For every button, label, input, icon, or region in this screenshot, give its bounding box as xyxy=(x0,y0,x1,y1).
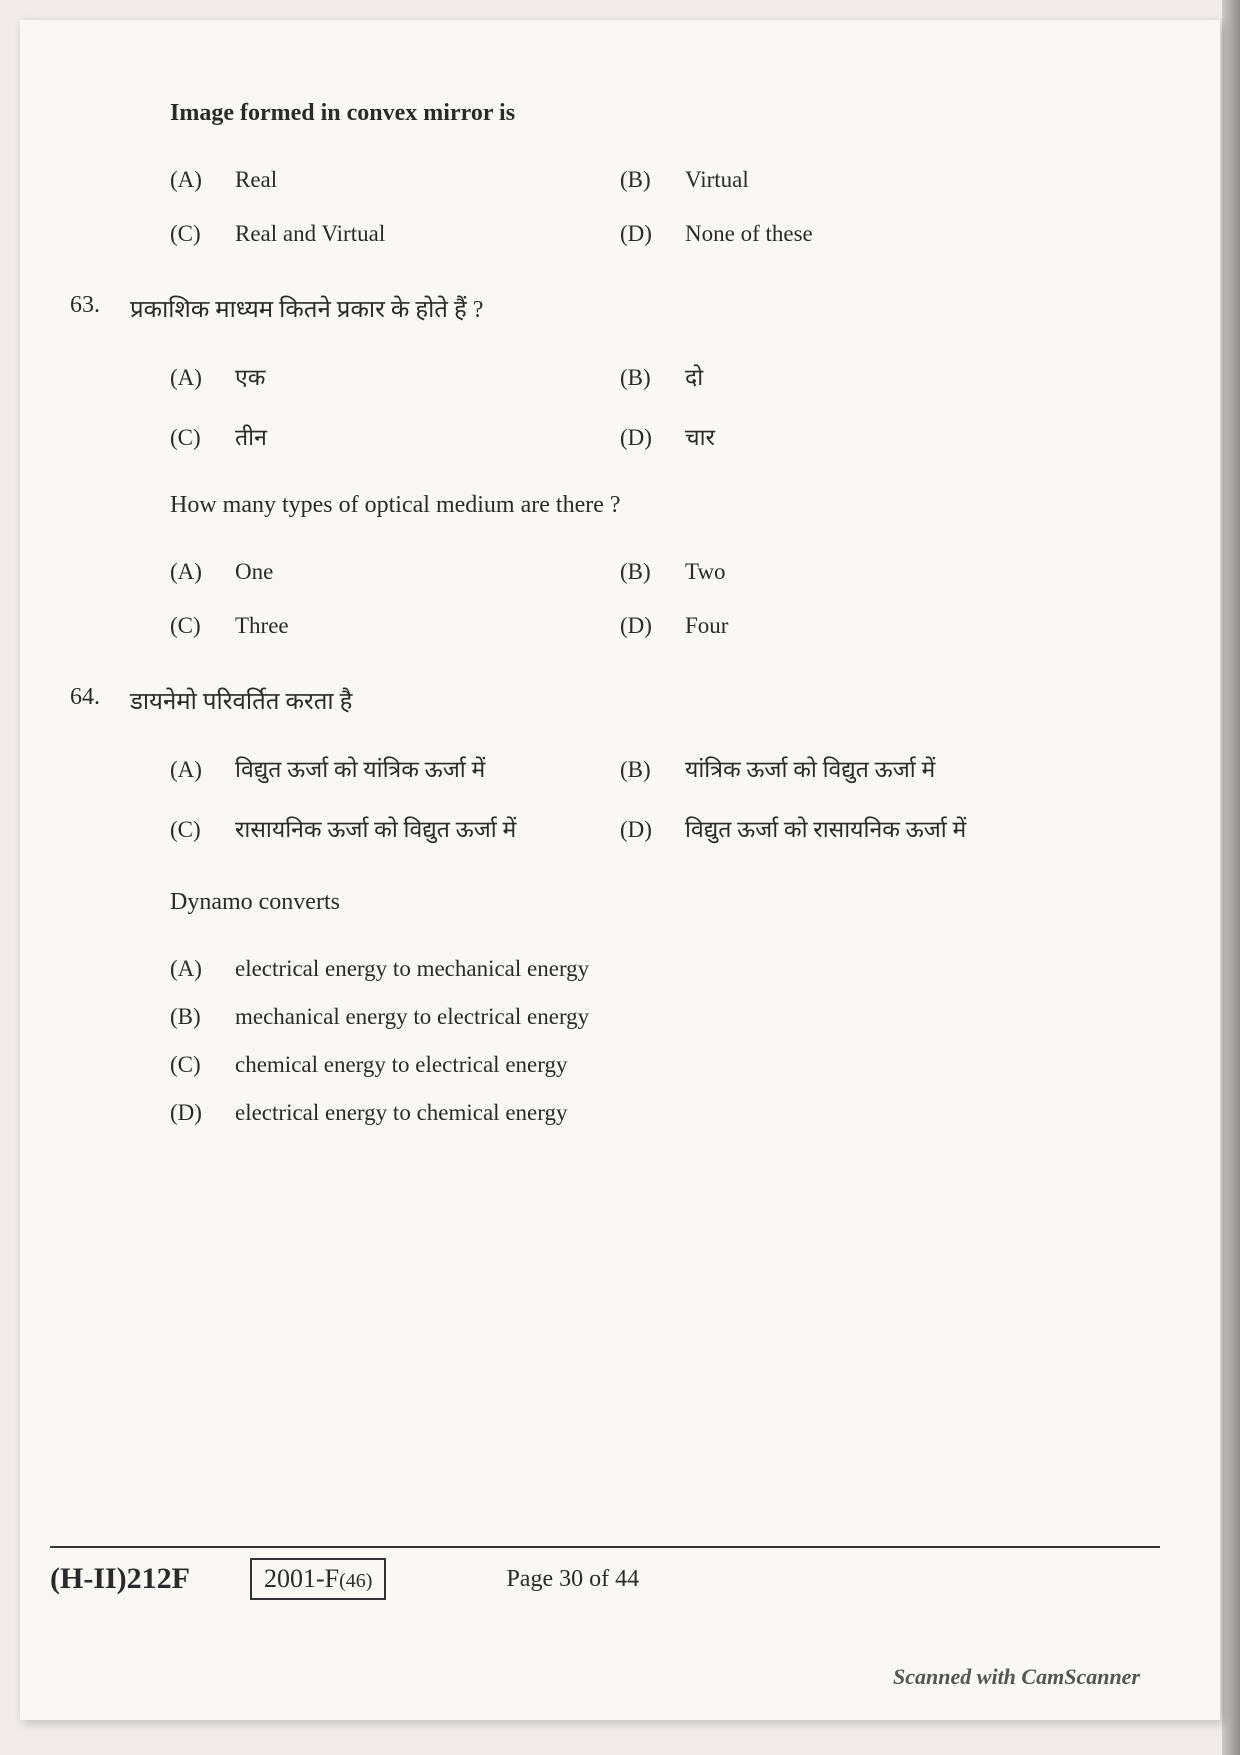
option-text: electrical energy to mechanical energy xyxy=(230,956,589,982)
q64-stem-hi-row: 64. डायनेमो परिवर्तित करता है xyxy=(60,684,1160,717)
option-text: Real and Virtual xyxy=(230,221,385,247)
option-text: Four xyxy=(680,613,728,639)
q63-opts-hi-row1: (A) एक (B) दो xyxy=(170,360,1160,392)
set-code-main: 2001-F xyxy=(264,1564,339,1593)
q62-opts-row1: (A) Real (B) Virtual xyxy=(170,167,1160,193)
set-code-sub: (46) xyxy=(339,1570,372,1592)
q63-opt-en-d: (D) Four xyxy=(620,613,1120,639)
option-label: (B) xyxy=(620,167,680,193)
q63-opt-hi-a: (A) एक xyxy=(170,360,620,392)
q63-stem-hi-row: 63. प्रकाशिक माध्यम कितने प्रकार के होते… xyxy=(60,292,1160,325)
page-number: Page 30 of 44 xyxy=(506,1566,639,1593)
q64-opt-hi-d: (D) विद्युत ऊर्जा को रासायनिक ऊर्जा में xyxy=(620,812,1120,844)
q63-opts-hi-row2: (C) तीन (D) चार xyxy=(170,420,1160,452)
option-label: (A) xyxy=(170,757,230,783)
option-text: Virtual xyxy=(680,167,749,193)
option-text: chemical energy to electrical energy xyxy=(230,1052,567,1078)
q62-opt-d: (D) None of these xyxy=(620,221,1120,247)
q62-opt-c: (C) Real and Virtual xyxy=(170,221,620,247)
q63-opt-hi-d: (D) चार xyxy=(620,420,1120,452)
option-text: Three xyxy=(230,613,289,639)
q62-stem-en: Image formed in convex mirror is xyxy=(170,100,1160,127)
paper-code: (H-II)212F xyxy=(50,1562,190,1596)
option-text: None of these xyxy=(680,221,813,247)
q64-opt-hi-a: (A) विद्युत ऊर्जा को यांत्रिक ऊर्जा में xyxy=(170,752,620,784)
q64-opt-hi-c: (C) रासायनिक ऊर्जा को विद्युत ऊर्जा में xyxy=(170,812,620,844)
q62-opt-a: (A) Real xyxy=(170,167,620,193)
option-label: (D) xyxy=(620,817,680,843)
q64-opt-en-b: (B) mechanical energy to electrical ener… xyxy=(170,1004,1160,1030)
q63-opt-hi-b: (B) दो xyxy=(620,360,1120,392)
q63-opts-en-row2: (C) Three (D) Four xyxy=(170,613,1160,639)
q64-opt-en-d: (D) electrical energy to chemical energy xyxy=(170,1100,1160,1126)
option-text: electrical energy to chemical energy xyxy=(230,1100,567,1126)
q63-opt-hi-c: (C) तीन xyxy=(170,420,620,452)
option-label: (C) xyxy=(170,425,230,451)
option-text: दो xyxy=(680,360,703,392)
option-label: (D) xyxy=(620,613,680,639)
option-text: रासायनिक ऊर्जा को विद्युत ऊर्जा में xyxy=(230,812,516,844)
q64-stem-hi: डायनेमो परिवर्तित करता है xyxy=(130,684,352,717)
option-label: (C) xyxy=(170,817,230,843)
option-text: यांत्रिक ऊर्जा को विद्युत ऊर्जा में xyxy=(680,752,935,784)
option-label: (B) xyxy=(170,1004,230,1030)
q63-number: 63. xyxy=(60,292,130,325)
option-label: (A) xyxy=(170,559,230,585)
scan-shadow-edge xyxy=(1222,0,1240,1755)
q64-opt-en-a: (A) electrical energy to mechanical ener… xyxy=(170,956,1160,982)
q64-number: 64. xyxy=(60,684,130,717)
option-text: विद्युत ऊर्जा को रासायनिक ऊर्जा में xyxy=(680,812,966,844)
page-content: Image formed in convex mirror is (A) Rea… xyxy=(20,20,1220,1720)
q63-stem-en: How many types of optical medium are the… xyxy=(170,492,1160,519)
option-label: (B) xyxy=(620,757,680,783)
option-text: Real xyxy=(230,167,277,193)
q64-opt-hi-b: (B) यांत्रिक ऊर्जा को विद्युत ऊर्जा में xyxy=(620,752,1120,784)
option-text: तीन xyxy=(230,420,267,452)
option-label: (A) xyxy=(170,365,230,391)
q64-opts-hi-row1: (A) विद्युत ऊर्जा को यांत्रिक ऊर्जा में … xyxy=(170,752,1160,784)
camscanner-badge: Scanned with CamScanner xyxy=(893,1664,1140,1690)
option-text: One xyxy=(230,559,273,585)
option-text: एक xyxy=(230,360,265,392)
option-text: Two xyxy=(680,559,726,585)
q63-opts-en-row1: (A) One (B) Two xyxy=(170,559,1160,585)
set-code-box: 2001-F(46) xyxy=(250,1558,386,1600)
q63-opt-en-a: (A) One xyxy=(170,559,620,585)
page-footer: (H-II)212F 2001-F(46) Page 30 of 44 xyxy=(50,1546,1160,1600)
option-label: (D) xyxy=(620,425,680,451)
q63-stem-hi: प्रकाशिक माध्यम कितने प्रकार के होते हैं… xyxy=(130,292,483,325)
q64-opt-en-c: (C) chemical energy to electrical energy xyxy=(170,1052,1160,1078)
option-label: (A) xyxy=(170,956,230,982)
option-text: चार xyxy=(680,420,715,452)
option-label: (B) xyxy=(620,559,680,585)
q63-opt-en-c: (C) Three xyxy=(170,613,620,639)
option-text: विद्युत ऊर्जा को यांत्रिक ऊर्जा में xyxy=(230,752,485,784)
option-label: (B) xyxy=(620,365,680,391)
option-label: (C) xyxy=(170,613,230,639)
option-text: mechanical energy to electrical energy xyxy=(230,1004,589,1030)
option-label: (C) xyxy=(170,221,230,247)
option-label: (A) xyxy=(170,167,230,193)
q62-opt-b: (B) Virtual xyxy=(620,167,1120,193)
option-label: (D) xyxy=(170,1100,230,1126)
option-label: (D) xyxy=(620,221,680,247)
q64-opts-hi-row2: (C) रासायनिक ऊर्जा को विद्युत ऊर्जा में … xyxy=(170,812,1160,844)
q64-stem-en: Dynamo converts xyxy=(170,889,1160,916)
option-label: (C) xyxy=(170,1052,230,1078)
q63-opt-en-b: (B) Two xyxy=(620,559,1120,585)
q62-opts-row2: (C) Real and Virtual (D) None of these xyxy=(170,221,1160,247)
